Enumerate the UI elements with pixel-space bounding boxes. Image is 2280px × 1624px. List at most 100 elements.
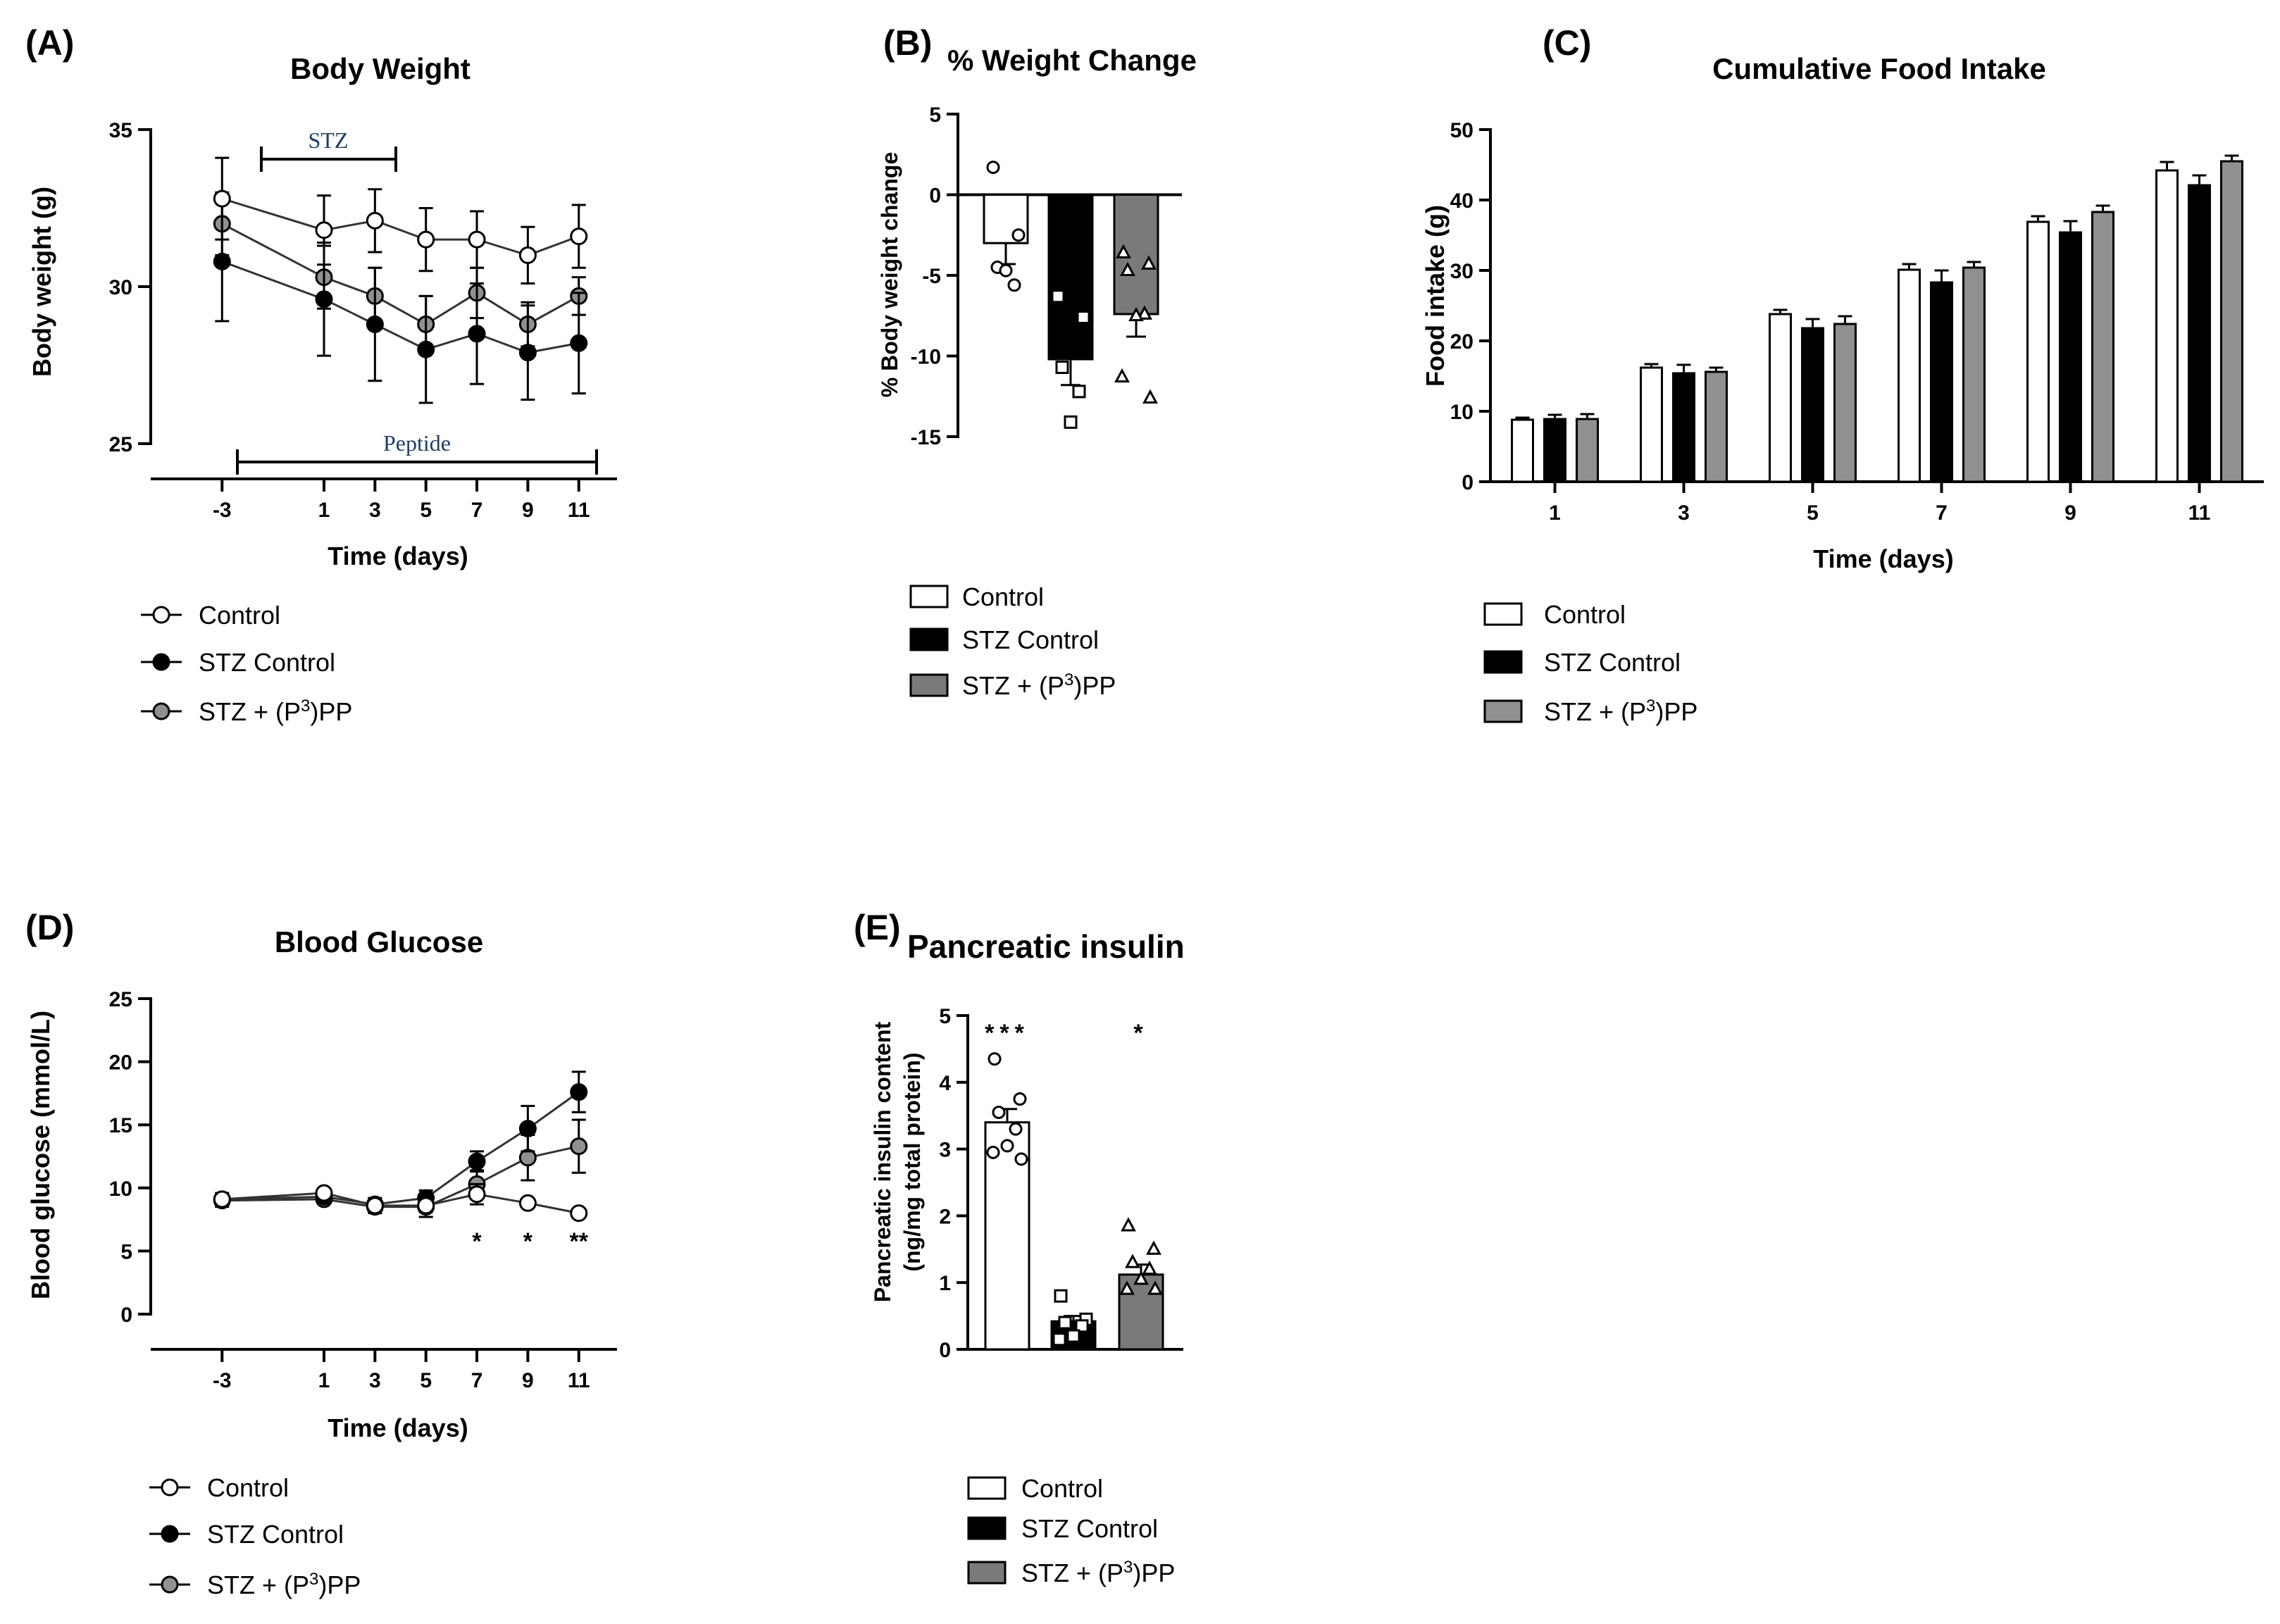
panel-d-title: Blood Glucose [275, 925, 483, 958]
series-stz_control [213, 1070, 588, 1213]
individual-point [1133, 1270, 1149, 1285]
x-tick-label: 11 [2188, 501, 2211, 525]
legend-stz-p3pp: STZ + (P3)PP [909, 670, 1116, 700]
bar-control [1898, 263, 1921, 483]
bar-stz_p3pp [1576, 413, 1599, 483]
data-point [570, 334, 588, 352]
series-line-stz_control [222, 1091, 580, 1206]
individual-point [1142, 1260, 1157, 1275]
legend-control-label: Control [207, 1473, 289, 1502]
y-tick-label: 15 [109, 1114, 132, 1137]
individual-point [1011, 228, 1026, 242]
bar [1672, 372, 1695, 483]
y-tick-label: 10 [1450, 401, 1474, 424]
individual-point [1116, 244, 1131, 258]
y-tick-label: 0 [939, 1339, 951, 1362]
y-tick-label: 1 [939, 1272, 951, 1295]
legend-control: Control [967, 1474, 1103, 1503]
bar-group-stz_control [1047, 194, 1094, 429]
panel-a-ylabel: Body weight (g) [27, 187, 56, 377]
y-tick-label: 0 [120, 1304, 132, 1327]
individual-point [1014, 1152, 1028, 1166]
x-tick-label: 1 [1549, 501, 1561, 525]
data-point [366, 316, 384, 334]
bar [1930, 281, 1953, 483]
y-tick-label: 50 [1450, 119, 1474, 142]
legend-stz-p3pp: STZ + (P3)PP [967, 1558, 1175, 1588]
bar-stz_p3pp [2091, 204, 2114, 483]
x-tick-label: 3 [1678, 501, 1690, 525]
significance-marker: *** [985, 1020, 1030, 1047]
panel-e-title: Pancreatic insulin [907, 928, 1185, 965]
y-tick-label: 4 [939, 1072, 951, 1095]
panel-c-letter: (C) [1543, 23, 1591, 63]
legend-stz-p3pp: STZ + (P3)PP [141, 697, 352, 726]
significance-marker: ** [570, 1228, 589, 1255]
y-tick-label: 0 [929, 185, 941, 208]
y-tick-label: 5 [939, 1005, 951, 1028]
panel-a-stz-label: STZ [309, 127, 349, 153]
legend-control-label: Control [199, 601, 280, 630]
bar-stz_p3pp [2220, 154, 2243, 483]
bar-control [2155, 161, 2179, 483]
bar-stz_control [1672, 363, 1695, 483]
series-control [213, 156, 588, 285]
legend-stz-control: STZ Control [141, 648, 335, 677]
bar-control [1769, 308, 1792, 483]
data-point [518, 344, 537, 362]
legend-control-label: Control [1544, 600, 1626, 629]
y-tick-label: 5 [120, 1240, 132, 1263]
y-tick-label: 2 [939, 1205, 951, 1228]
legend-stz-p3pp-label: STZ + (P3)PP [1544, 697, 1697, 727]
series-stz_p3pp [213, 191, 588, 354]
individual-point [999, 263, 1013, 277]
panel-a-letter: (A) [25, 23, 74, 63]
individual-point [986, 1145, 1000, 1159]
individual-point [1052, 1332, 1066, 1347]
bar [2155, 169, 2179, 483]
y-tick-label: 25 [109, 433, 132, 456]
individual-point [1142, 389, 1158, 404]
panel-d-legend: Control STZ Control STZ + (P3)PP [149, 1473, 361, 1599]
bar-group-control [983, 161, 1029, 292]
data-point [518, 1194, 537, 1212]
x-tick-label: -3 [213, 499, 232, 522]
panel-d: (D) Blood Glucose Blood glucose (mmol/L)… [25, 908, 617, 1599]
y-tick-label: 20 [109, 1051, 132, 1075]
legend-stz-control-label: STZ Control [1021, 1514, 1158, 1543]
bar [1833, 323, 1857, 483]
y-tick-label: -5 [922, 265, 941, 288]
significance-marker: * [1133, 1020, 1148, 1047]
bar [2220, 160, 2243, 483]
significance-marker: * [523, 1228, 533, 1255]
panel-c-legend: Control STZ Control STZ + (P3)PP [1483, 600, 1697, 727]
x-tick-label: 5 [1807, 501, 1819, 525]
bar-group-stz_control [1050, 1289, 1097, 1351]
individual-point [992, 1105, 1006, 1119]
legend-control: Control [1483, 600, 1626, 629]
individual-point [1137, 305, 1152, 320]
legend-stz-control-label: STZ Control [207, 1520, 344, 1549]
panel-a-title: Body Weight [290, 52, 471, 85]
y-tick-label: 3 [939, 1139, 951, 1162]
panel-b: (B) % Weight Change % Body weight change… [877, 23, 1197, 700]
x-tick-label: 7 [1936, 501, 1948, 525]
legend-stz-p3pp-label: STZ + (P3)PP [1021, 1558, 1175, 1588]
bar [1898, 268, 1921, 483]
panel-a-stz-bracket: STZ [260, 127, 397, 172]
series-line-stz_control [221, 260, 580, 354]
bar-stz_p3pp [1705, 366, 1728, 483]
bar-group-stz_p3pp_bar: * [1118, 1020, 1164, 1351]
data-point [213, 1190, 231, 1208]
data-point [366, 1197, 384, 1215]
individual-point [1075, 1319, 1089, 1333]
panel-a-xlabel: Time (days) [328, 542, 468, 570]
panel-c-xlabel: Time (days) [1813, 544, 1953, 573]
y-tick-label: 30 [1450, 260, 1474, 283]
panel-e-ylabel-units: (ng/mg total protein) [899, 1052, 925, 1271]
x-tick-label: 9 [2064, 501, 2076, 525]
individual-point [1146, 1240, 1161, 1255]
x-tick-label: 5 [420, 1369, 432, 1392]
